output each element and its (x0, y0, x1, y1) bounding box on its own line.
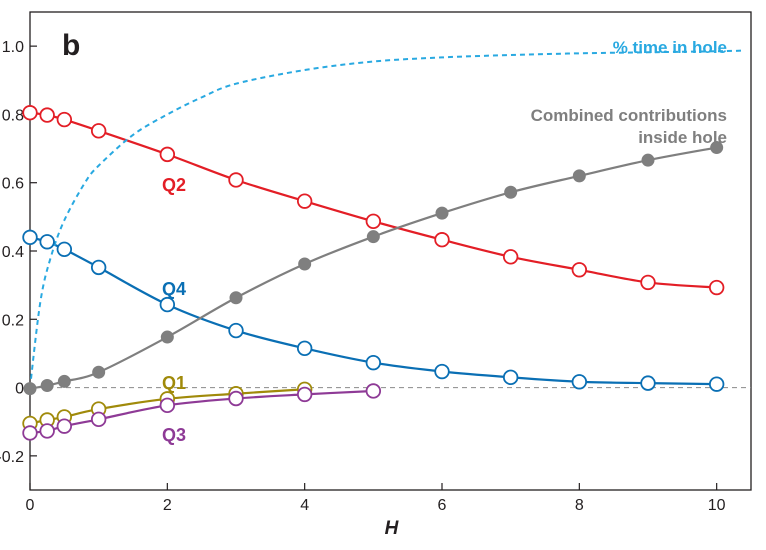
data-point-q3 (56, 418, 73, 434)
series-label-q3: Q3 (162, 425, 186, 445)
data-point-q3 (22, 425, 38, 441)
y-tick-label: 1.0 (2, 39, 24, 56)
data-point-q3 (90, 411, 107, 428)
data-point-combined-contributions-inside-hole (366, 230, 380, 244)
data-point-q2 (296, 193, 313, 209)
y-tick-label: 0.6 (2, 176, 24, 193)
data-point-q4 (296, 340, 313, 357)
data-point-q4 (365, 354, 382, 371)
series-label-pct-time-in-hole: % time in hole (613, 38, 727, 57)
data-point-q4 (571, 374, 588, 390)
data-point-q2 (39, 107, 55, 123)
data-point-q3 (365, 383, 382, 399)
x-tick-label: 8 (575, 497, 584, 514)
data-point-q2 (708, 279, 725, 296)
panel-label: b (62, 29, 80, 62)
data-point-q3 (39, 423, 55, 439)
series-label-q2: Q2 (162, 175, 186, 195)
data-point-combined-contributions-inside-hole (298, 257, 312, 271)
data-point-combined-contributions-inside-hole (57, 374, 71, 388)
y-tick-label: -0.2 (0, 449, 24, 466)
data-point-combined-contributions-inside-hole (40, 379, 54, 393)
data-point-q4 (228, 322, 244, 339)
data-point-q4 (708, 376, 725, 392)
series-label-combined-contributions-inside-hole: Combined contributions (531, 106, 727, 125)
x-tick-label: 0 (26, 497, 35, 514)
data-point-combined-contributions-inside-hole (23, 382, 37, 396)
y-tick-label: 0.2 (2, 312, 24, 329)
series-label-q4: Q4 (162, 279, 186, 299)
data-point-q2 (159, 146, 176, 163)
data-point-combined-contributions-inside-hole (160, 330, 174, 344)
series-label-combined-contributions-inside-hole: inside hole (638, 128, 727, 147)
series-line-q2 (29, 111, 717, 289)
chart-marks (22, 49, 745, 441)
data-point-combined-contributions-inside-hole (229, 291, 243, 305)
data-point-q2 (90, 123, 107, 139)
data-point-q3 (296, 386, 313, 403)
x-tick-label: 2 (163, 497, 172, 514)
data-point-combined-contributions-inside-hole (92, 365, 106, 379)
y-tick-label: 0 (15, 381, 24, 398)
data-point-combined-contributions-inside-hole (504, 185, 518, 199)
data-point-q3 (228, 390, 244, 407)
data-point-q2 (502, 249, 519, 265)
data-point-q2 (365, 213, 382, 229)
data-point-q2 (434, 232, 450, 248)
data-point-q4 (22, 229, 38, 246)
data-point-combined-contributions-inside-hole (572, 169, 586, 183)
data-point-q4 (90, 259, 107, 276)
plot-frame (29, 11, 752, 491)
series-label-q1: Q1 (162, 373, 186, 393)
data-point-q3 (159, 397, 176, 414)
x-tick-label: 6 (438, 497, 447, 514)
data-point-combined-contributions-inside-hole (710, 141, 724, 155)
data-point-q4 (39, 234, 55, 250)
series-line-combined-contributions-inside-hole (29, 146, 717, 390)
chart-labels: Hb Q2 Q4 Q1 Q3 Combined contributions inside h… (62, 29, 727, 539)
data-point-q4 (56, 241, 73, 257)
data-point-q2 (56, 111, 73, 128)
data-point-combined-contributions-inside-hole (435, 206, 449, 220)
data-point-q4 (434, 363, 450, 380)
data-point-q2 (22, 105, 38, 121)
x-tick-label: 10 (708, 497, 726, 514)
series-line-pct-time-in-hole (29, 49, 745, 388)
axes: 0 2 4 6 8 10 -0.2 0 0.2 0.4 0.6 0.8 1.0 (0, 11, 752, 514)
x-axis-label: H (385, 518, 400, 539)
data-point-q2 (228, 172, 244, 188)
y-tick-label: 0.8 (2, 107, 24, 124)
data-point-q2 (640, 274, 656, 291)
data-point-q2 (571, 262, 588, 278)
x-tick-label: 4 (300, 497, 309, 514)
data-point-q4 (640, 375, 656, 391)
y-tick-label: 0.4 (2, 244, 24, 261)
data-point-combined-contributions-inside-hole (641, 153, 655, 167)
data-point-q4 (502, 369, 519, 386)
data-point-q4 (159, 296, 176, 313)
